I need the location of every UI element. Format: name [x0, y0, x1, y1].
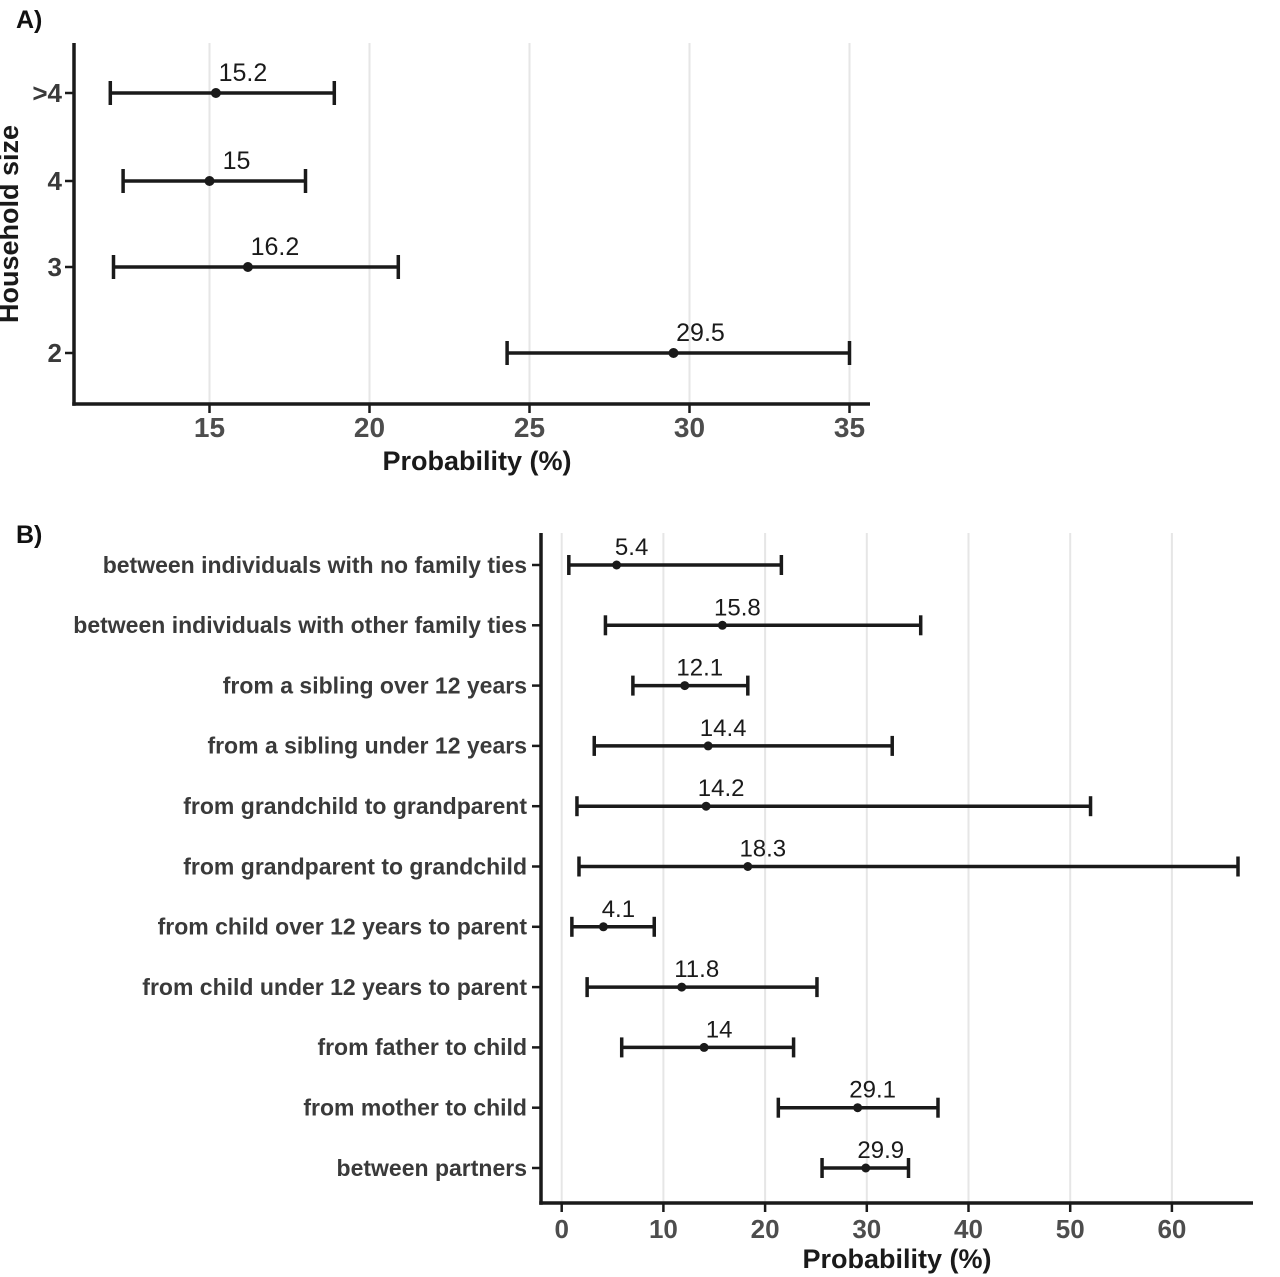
value-label: 14.4 [700, 715, 747, 742]
x-tick-label: 30 [674, 412, 705, 443]
category-label: from a sibling over 12 years [223, 672, 527, 698]
point-marker [701, 801, 711, 811]
value-label: 29.1 [849, 1077, 896, 1104]
panel-a-chart: 15 20 25 30 35 >4 15.2 4 15 3 16.2 2 29.5 Probability… [0, 43, 870, 476]
category-label: >4 [32, 78, 62, 108]
point-marker [717, 620, 727, 630]
value-label: 15.2 [219, 59, 268, 87]
point-marker [210, 88, 221, 98]
category-label: from grandchild to grandparent [183, 793, 527, 819]
panel-b-chart: 0 10 20 30 40 50 60 between individuals with no… [73, 533, 1253, 1274]
point-marker [598, 922, 608, 932]
category-label: 2 [48, 338, 62, 368]
category-label: from father to child [317, 1034, 527, 1060]
x-axis-title: Probability (%) [382, 446, 571, 476]
point-marker [699, 1042, 709, 1052]
value-label: 16.2 [251, 233, 300, 261]
x-tick-label: 30 [852, 1214, 881, 1244]
value-label: 15 [223, 147, 251, 175]
value-label: 29.5 [676, 319, 725, 347]
value-label: 14.2 [698, 775, 745, 802]
value-label: 5.4 [615, 534, 648, 561]
x-tick-label: 40 [954, 1214, 983, 1244]
category-label: between individuals with no family ties [103, 552, 527, 578]
panel-b-label: B) [16, 521, 43, 549]
x-tick-label: 0 [554, 1214, 568, 1244]
point-marker [853, 1103, 863, 1113]
point-marker [743, 862, 753, 871]
value-label: 12.1 [676, 655, 723, 682]
category-label: 3 [48, 252, 62, 282]
x-tick-label: 10 [649, 1214, 678, 1244]
panel-a-label: A) [16, 6, 43, 34]
point-marker [703, 741, 713, 751]
x-tick-label: 35 [834, 412, 865, 443]
value-label: 14 [706, 1016, 733, 1043]
category-label: from child under 12 years to parent [142, 974, 527, 1000]
value-label: 29.9 [857, 1137, 904, 1164]
point-marker [680, 681, 690, 691]
x-axis-title: Probability (%) [802, 1244, 991, 1274]
value-label: 18.3 [739, 836, 786, 863]
value-label: 11.8 [674, 956, 719, 983]
category-label: between individuals with other family ti… [73, 612, 527, 638]
category-label: 4 [48, 166, 63, 196]
x-tick-label: 50 [1056, 1214, 1085, 1244]
point-marker [612, 560, 622, 570]
y-axis-title: Household size [0, 125, 24, 323]
x-tick-label: 15 [194, 412, 225, 443]
point-marker [668, 348, 679, 358]
category-label: from child over 12 years to parent [158, 914, 528, 940]
category-label: from mother to child [303, 1095, 527, 1121]
x-tick-label: 20 [751, 1214, 780, 1244]
value-label: 15.8 [714, 594, 761, 621]
category-label: from a sibling under 12 years [207, 733, 527, 759]
point-marker [861, 1163, 871, 1173]
point-marker [204, 176, 215, 186]
x-tick-label: 20 [354, 412, 385, 443]
x-tick-label: 60 [1157, 1214, 1186, 1244]
x-tick-label: 25 [514, 412, 545, 443]
point-marker [242, 262, 253, 272]
point-marker [677, 982, 687, 992]
category-label: from grandparent to grandchild [183, 853, 527, 879]
value-label: 4.1 [602, 896, 635, 923]
category-label: between partners [337, 1155, 527, 1181]
